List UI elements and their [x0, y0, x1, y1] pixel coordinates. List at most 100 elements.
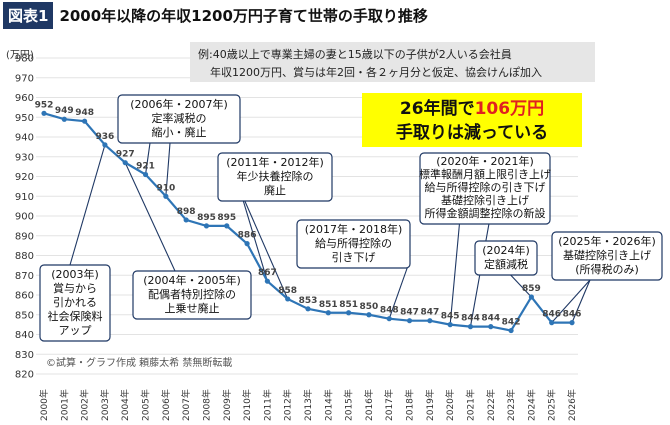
data-point: [569, 320, 575, 326]
data-point: [508, 327, 514, 334]
y-tick-label: 850: [15, 310, 34, 321]
x-tick-label: 2013年: [302, 389, 314, 421]
data-label: 858: [278, 286, 297, 296]
data-point: [325, 310, 331, 316]
annotation-line: 賞与から: [53, 282, 97, 295]
data-point: [102, 142, 108, 148]
data-label: 859: [522, 284, 541, 294]
annotation-line: 引き下げ: [332, 250, 376, 264]
data-label: 851: [319, 300, 338, 310]
data-label: 921: [136, 162, 155, 172]
credit-text: ©試算・グラフ作成 頼藤太希 禁無断転載: [46, 356, 232, 369]
annotation-box: [474, 240, 538, 276]
x-tick-label: 2025年: [546, 389, 558, 421]
x-tick-label: 2006年: [160, 389, 172, 421]
annotation-connectors: [69, 142, 591, 327]
y-axis-unit: (万円): [6, 50, 34, 61]
x-tick-label: 2004年: [119, 389, 131, 421]
data-label: 850: [360, 302, 379, 312]
annotation-a2017: (2017年・2018年)給与所得控除の引き下げ: [296, 219, 411, 269]
data-point: [244, 241, 250, 247]
data-label: 867: [258, 268, 277, 278]
annotation-line: 引かれる: [53, 295, 97, 309]
data-label: 927: [116, 150, 135, 160]
data-point: [346, 310, 352, 316]
figure-title: 2000年以降の年収1200万円子育て世帯の手取り推移: [59, 6, 428, 25]
x-tick-label: 2010年: [241, 389, 253, 421]
y-tick-label: 960: [15, 93, 34, 104]
data-label: 851: [339, 300, 358, 310]
x-tick-label: 2003年: [99, 389, 111, 421]
data-label: 886: [238, 231, 257, 241]
annotation-line: (2011年・2012年): [226, 155, 324, 169]
y-tick-label: 920: [15, 172, 34, 183]
x-tick-label: 2018年: [404, 389, 416, 421]
data-label: 848: [380, 306, 399, 316]
y-tick-label: 970: [15, 73, 34, 84]
connector-line: [69, 144, 106, 266]
data-label: 846: [542, 310, 561, 320]
annotation-line: 定額減税: [484, 257, 528, 271]
annotation-line: (2004年・2005年): [143, 273, 241, 287]
annotation-box: [551, 231, 663, 281]
data-label: 853: [299, 296, 318, 306]
data-point: [549, 320, 555, 326]
annotation-line: 廃止: [264, 183, 286, 197]
annotation-box: [419, 152, 551, 225]
data-point: [285, 296, 291, 302]
data-point: [163, 193, 169, 199]
annotation-line: 上乗せ廃止: [165, 301, 220, 315]
data-point: [528, 294, 534, 300]
callout-amount: 106万円: [475, 99, 545, 119]
y-tick-label: 950: [15, 113, 34, 124]
data-point: [122, 160, 128, 166]
x-tick-label: 2005年: [140, 389, 152, 421]
annotation-line: (2025年・2026年): [558, 234, 656, 248]
data-point: [41, 110, 47, 116]
x-tick-label: 2022年: [485, 389, 497, 421]
y-tick-label: 820: [15, 370, 34, 381]
data-point: [142, 171, 149, 178]
y-tick-label: 900: [15, 212, 34, 223]
annotation-box: [217, 152, 333, 202]
data-point: [82, 118, 88, 124]
data-point: [488, 324, 494, 330]
annotation-line: (2024年): [482, 243, 530, 257]
y-tick-label: 890: [15, 231, 34, 242]
data-label: 952: [35, 100, 54, 110]
y-tick-label: 870: [15, 271, 34, 282]
annotation-box: [117, 94, 241, 144]
y-tick-label: 980: [15, 54, 34, 65]
connector-line: [124, 162, 176, 272]
annotation-line: (2006年・2007年): [130, 97, 228, 111]
annotation-line: 給与所得控除の引き下げ: [425, 180, 546, 194]
connector-line: [239, 189, 289, 300]
data-point: [183, 217, 189, 223]
x-tick-label: 2016年: [363, 389, 375, 421]
annotation-box: [132, 270, 252, 320]
data-label: 845: [441, 312, 460, 322]
connector-line: [571, 279, 591, 323]
data-label: 844: [481, 314, 500, 324]
x-tick-label: 2009年: [221, 389, 233, 421]
annotation-a2025: (2025年・2026年)基礎控除引き上げ(所得税のみ): [551, 231, 663, 281]
note-line-2: 年収1200万円、賞与は年2回・各２ヶ月分と仮定、協会けんぽ加入: [210, 65, 542, 79]
y-axis-ticks: 820 830 840 850 860 870 880 890 900 910 920 930 940 9…: [15, 54, 34, 381]
annotation-line: 配偶者特別控除の: [148, 287, 236, 301]
data-point: [305, 306, 311, 312]
callout-line-2: 手取りは減っている: [396, 122, 548, 143]
annotation-line: 基礎控除引き上げ: [441, 193, 529, 207]
x-tick-label: 2021年: [464, 389, 476, 421]
x-tick-label: 2007年: [180, 389, 192, 421]
data-point: [406, 318, 413, 324]
data-points: [41, 110, 575, 334]
data-label: 847: [420, 308, 439, 318]
callout-prefix: 26年間で: [400, 98, 475, 119]
annotation-line: 定率減税の: [152, 111, 207, 125]
